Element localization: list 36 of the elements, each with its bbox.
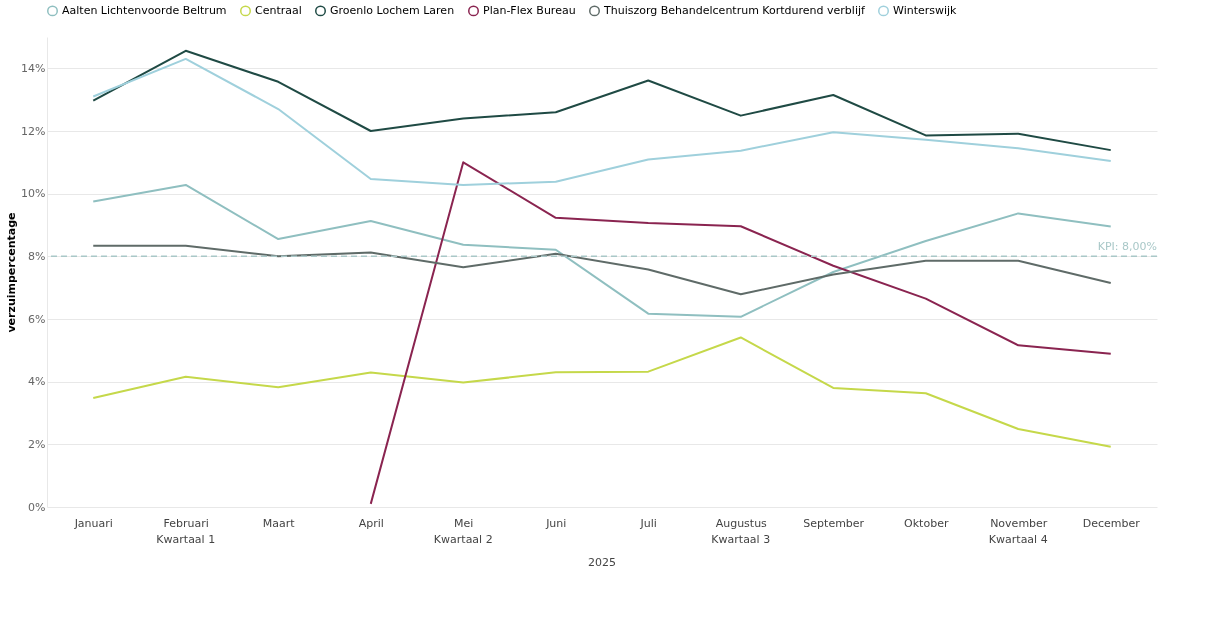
x-tick-label: Oktober	[904, 516, 949, 530]
y-tick-label: 10%	[21, 187, 46, 201]
legend-label: Thuiszorg Behandelcentrum Kortdurend verblijf	[603, 3, 867, 17]
y-tick-label: 4%	[28, 375, 46, 389]
x-tick-label: Januari	[73, 516, 113, 530]
x-tick-label: Maart	[262, 516, 296, 530]
text: Kwartaal 4	[988, 533, 1048, 546]
y-tick-label: 14%	[21, 61, 46, 75]
line-series	[92, 336, 1112, 448]
x-tick-label: Augustus	[715, 516, 768, 530]
legend-label: Aalten Lichtenvoorde Beltrum	[62, 3, 227, 17]
y-tick-label: 8%	[28, 249, 46, 263]
line-series	[92, 49, 1112, 152]
x-tick-label: November	[990, 516, 1048, 530]
legend-label: Groenlo Lochem Laren	[330, 3, 455, 17]
text: Kwartaal 1	[156, 533, 216, 546]
legend-label: Plan-Flex Bureau	[483, 3, 576, 17]
y-axis-title: verzuimpercentage	[5, 212, 19, 333]
legend-label: Winterswijk	[893, 3, 958, 17]
y-tick-label: 2%	[28, 437, 46, 451]
x-tick-label: Juni	[545, 516, 567, 530]
x-tick-label: December	[1082, 516, 1141, 530]
x-tick-label: Juli	[639, 516, 657, 530]
x-tick-label: April	[358, 516, 384, 530]
ref-line-label: KPI: 8,00%	[1097, 240, 1157, 254]
line-series	[92, 57, 1112, 186]
x-tick-label: Februari	[163, 516, 209, 530]
legend-label: Centraal	[255, 3, 302, 17]
y-tick-label: 6%	[28, 312, 46, 326]
x-tick-label: Mei	[454, 516, 474, 530]
text: Kwartaal 2	[433, 533, 493, 546]
x-tick-label: September	[803, 516, 865, 530]
y-tick-label: 12%	[21, 124, 46, 138]
text: Kwartaal 3	[711, 533, 771, 546]
text: 2025	[588, 556, 616, 569]
y-tick-label: 0%	[28, 500, 46, 514]
